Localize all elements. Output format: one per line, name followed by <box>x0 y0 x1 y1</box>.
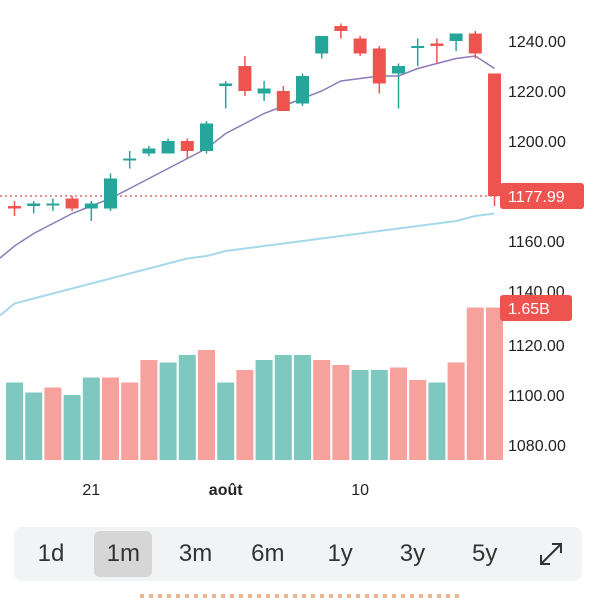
volume-bar <box>466 307 484 460</box>
candle-body <box>392 66 405 74</box>
candle-body <box>8 206 21 209</box>
candle-body <box>219 83 233 86</box>
volume-bar <box>121 382 139 460</box>
expand-button[interactable] <box>528 531 574 577</box>
candle-body <box>84 203 98 209</box>
volume-bar <box>217 382 235 460</box>
range-3m-button[interactable]: 3m <box>178 540 213 567</box>
volume-bar <box>63 395 81 460</box>
volume-axis-label: 1120.00 <box>508 338 565 355</box>
price-axis-label: 1200.00 <box>508 134 566 151</box>
range-selector: 1d 1m 3m 6m 1y 3y 5y <box>14 527 582 581</box>
candle-body <box>334 26 348 31</box>
price-axis-label: 1220.00 <box>508 84 566 101</box>
expand-diagonal-icon <box>539 543 562 565</box>
volume-bar <box>486 307 503 460</box>
candle-body <box>161 141 175 154</box>
volume-bar <box>82 377 100 460</box>
candle-body <box>142 148 156 154</box>
range-5y-button[interactable]: 5y <box>472 540 498 567</box>
volume-bar <box>44 387 62 460</box>
volume-bar <box>140 360 158 460</box>
price-chart[interactable]: 1240.001220.001200.001180.001160.001140.… <box>0 0 600 510</box>
candle-body <box>276 91 290 111</box>
candle-body <box>65 198 79 209</box>
moving-average-short-line <box>0 55 495 259</box>
volume-bar <box>25 392 43 460</box>
volume-bar <box>6 382 23 460</box>
candle-body <box>488 73 501 197</box>
range-1y-button[interactable]: 1y <box>327 540 353 567</box>
volume-bar <box>159 362 177 460</box>
candle-body <box>200 123 213 151</box>
volume-bar <box>274 355 292 460</box>
volume-bar <box>178 355 196 460</box>
volume-bar <box>255 360 273 460</box>
candle-body <box>411 46 425 48</box>
volume-bar <box>313 360 331 460</box>
volume-bar <box>198 350 215 460</box>
candle-body <box>372 48 386 84</box>
current-price-badge-text: 1177.99 <box>508 189 565 206</box>
candle-body <box>353 38 367 54</box>
volume-bar <box>294 355 311 460</box>
volume-bar <box>102 377 119 460</box>
volume-bar <box>236 370 254 460</box>
candle-body <box>180 141 194 151</box>
current-volume-badge-text: 1.65B <box>508 301 550 318</box>
volume-bar <box>332 365 350 460</box>
price-axis-label: 1240.00 <box>508 34 566 51</box>
candle-body <box>27 203 41 206</box>
volume-bar <box>409 380 427 460</box>
range-1m-button[interactable]: 1m <box>94 531 153 577</box>
price-axis-label: 1160.00 <box>508 234 565 251</box>
x-axis-label: août <box>209 482 243 499</box>
x-axis-label: 10 <box>351 482 369 499</box>
volume-bar <box>390 367 407 460</box>
candle-body <box>257 88 271 94</box>
candle-body <box>468 33 482 54</box>
candle-body <box>104 178 117 209</box>
candle-body <box>430 43 444 46</box>
candle-body <box>238 66 252 91</box>
range-1d-button[interactable]: 1d <box>37 540 65 567</box>
current-price-badge <box>500 183 584 210</box>
moving-average-long-line <box>0 212 495 317</box>
x-axis-label: 21 <box>82 482 100 499</box>
range-3y-button[interactable]: 3y <box>399 540 426 567</box>
volume-bar <box>370 370 388 460</box>
candle-body <box>46 203 60 206</box>
volume-bar <box>351 370 369 460</box>
volume-bar <box>428 382 446 460</box>
candle-body <box>449 33 463 41</box>
volume-bar <box>447 362 465 460</box>
candle-body <box>315 36 329 54</box>
volume-axis-label: 1100.00 <box>508 388 565 405</box>
page-indicator-strip <box>140 594 460 598</box>
current-volume-badge <box>500 295 572 321</box>
range-6m-button[interactable]: 6m <box>251 540 285 567</box>
candle-body <box>296 76 309 104</box>
volume-axis-label: 1080.00 <box>508 438 566 455</box>
candle-body <box>123 158 137 161</box>
